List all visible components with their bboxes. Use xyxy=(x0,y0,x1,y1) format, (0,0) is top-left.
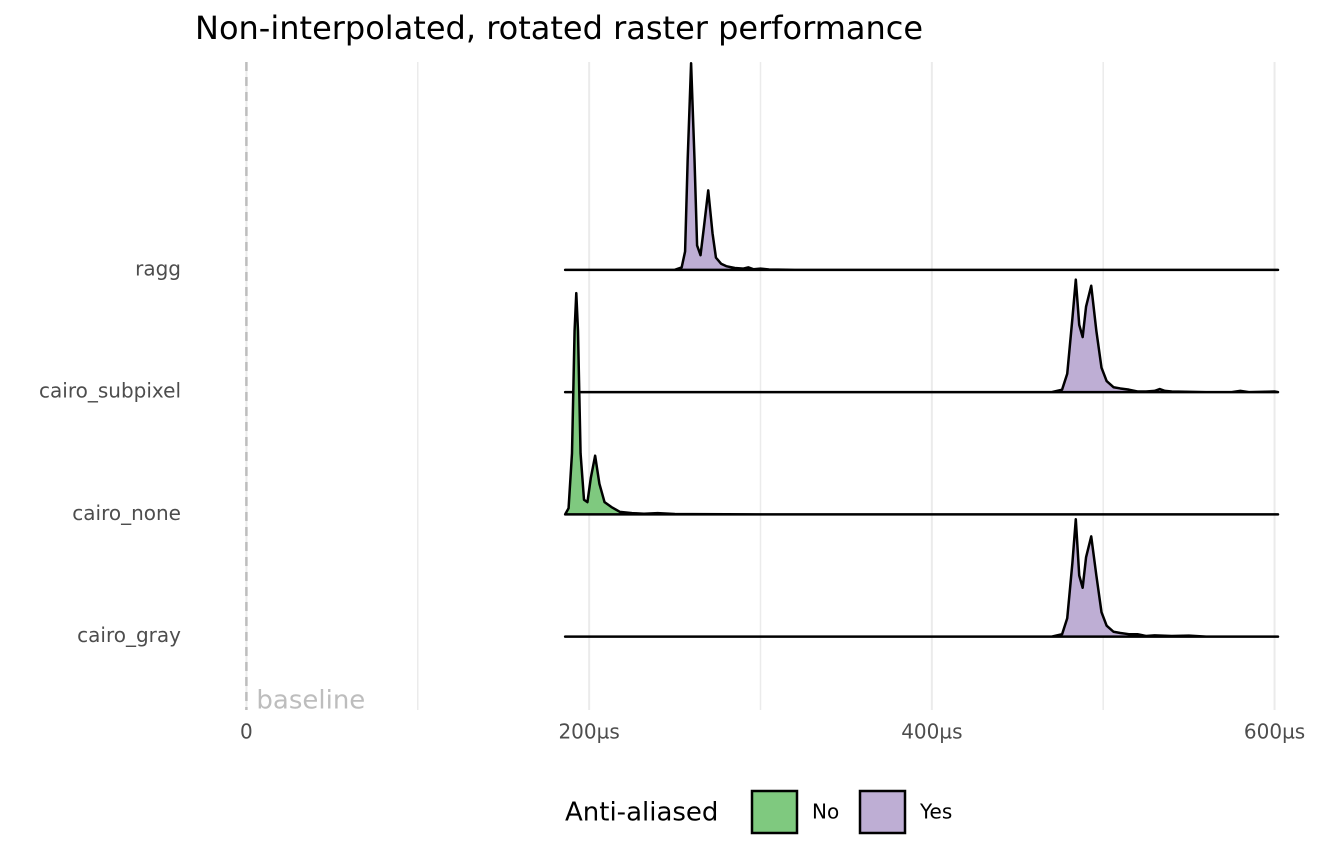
x-tick-label: 400µs xyxy=(901,720,962,744)
ridge xyxy=(563,278,1280,394)
ridge xyxy=(563,291,1280,516)
legend-swatch xyxy=(858,789,907,835)
y-tick-label: cairo_gray xyxy=(77,623,181,647)
x-tick-label: 0 xyxy=(240,720,253,744)
y-tick-label: ragg xyxy=(135,256,181,280)
x-tick-label: 600µs xyxy=(1244,720,1305,744)
ridge xyxy=(563,518,1280,638)
y-tick-label: cairo_subpixel xyxy=(39,379,181,403)
legend-title: Anti-aliased xyxy=(565,798,718,828)
chart-title: Non-interpolated, rotated raster perform… xyxy=(195,9,923,47)
legend-label: No xyxy=(812,800,839,824)
legend-label: Yes xyxy=(919,800,952,824)
ridge xyxy=(563,61,1280,272)
y-tick-label: cairo_none xyxy=(72,501,181,525)
legend-swatch xyxy=(750,789,799,835)
x-tick-label: 200µs xyxy=(558,720,619,744)
baseline-label: baseline xyxy=(256,686,365,716)
